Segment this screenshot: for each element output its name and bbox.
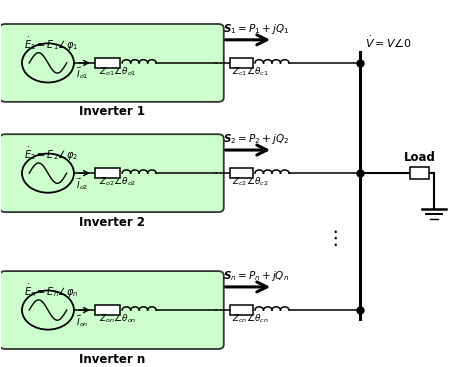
Text: $\boldsymbol{S}_2 = P_2 + jQ_2$: $\boldsymbol{S}_2 = P_2 + jQ_2$	[223, 132, 289, 146]
Bar	[95, 305, 120, 315]
Text: $Z_{o2}\angle\theta_{o2}$: $Z_{o2}\angle\theta_{o2}$	[99, 176, 137, 189]
Text: Inverter 1: Inverter 1	[79, 105, 145, 119]
Bar	[230, 168, 253, 178]
Text: $\boldsymbol{S}_n = P_n + jQ_n$: $\boldsymbol{S}_n = P_n + jQ_n$	[223, 269, 289, 283]
Text: $Z_{cn}\angle\theta_{cn}$: $Z_{cn}\angle\theta_{cn}$	[232, 313, 269, 326]
Text: $Z_{on}\angle\theta_{on}$: $Z_{on}\angle\theta_{on}$	[99, 313, 137, 326]
Bar	[95, 168, 120, 178]
Text: $\dot{E}_n = E_n\angle\varphi_n$: $\dot{E}_n = E_n\angle\varphi_n$	[24, 283, 79, 300]
Text: $\vec{I}_{o1}$: $\vec{I}_{o1}$	[76, 66, 89, 81]
Text: $\dot{E}_2 = E_2\angle\varphi_2$: $\dot{E}_2 = E_2\angle\varphi_2$	[24, 146, 79, 163]
Text: $\boldsymbol{S}_1 = P_1 + jQ_1$: $\boldsymbol{S}_1 = P_1 + jQ_1$	[223, 22, 289, 36]
Bar	[95, 58, 120, 68]
Text: $\dot{V} = V\angle 0$: $\dot{V} = V\angle 0$	[365, 35, 412, 51]
Text: $Z_{c1}\angle\theta_{c1}$: $Z_{c1}\angle\theta_{c1}$	[232, 66, 269, 78]
Text: Load: Load	[403, 151, 435, 164]
Text: $\vec{I}_{on}$: $\vec{I}_{on}$	[76, 313, 89, 328]
FancyBboxPatch shape	[0, 134, 224, 212]
Text: $\vdots$: $\vdots$	[325, 228, 338, 248]
Text: $\vec{I}_{o2}$: $\vec{I}_{o2}$	[76, 176, 89, 192]
Text: $Z_{c2}\angle\theta_{c2}$: $Z_{c2}\angle\theta_{c2}$	[232, 176, 269, 189]
Bar	[230, 305, 253, 315]
Bar	[230, 58, 253, 68]
Text: $\dot{E}_1 = E_1\angle\varphi_1$: $\dot{E}_1 = E_1\angle\varphi_1$	[24, 36, 79, 53]
Text: $Z_{o1}\angle\theta_{o1}$: $Z_{o1}\angle\theta_{o1}$	[99, 66, 137, 78]
Text: Inverter 2: Inverter 2	[79, 216, 145, 229]
Text: Inverter n: Inverter n	[79, 353, 145, 366]
FancyBboxPatch shape	[0, 24, 224, 102]
Bar	[410, 167, 429, 179]
FancyBboxPatch shape	[0, 271, 224, 349]
